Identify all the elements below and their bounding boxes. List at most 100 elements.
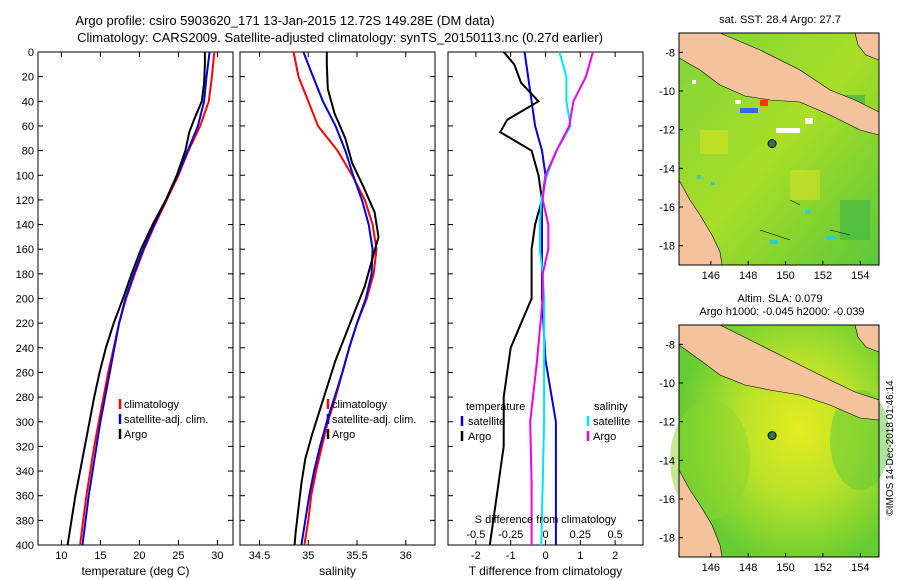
sla-map-subtitle: Argo h1000: -0.045 h2000: -0.039 [699,306,864,318]
map-y-tick-label: -12 [659,417,675,429]
y-tick-label: 100 [16,170,34,182]
temperature-panel: 10 15 20 25 30020406080100120140160180200220… [16,47,234,578]
legend-label: satellite-adj. clim. [124,414,208,426]
y-tick-label: 260 [16,367,34,379]
map-x-tick-label: 146 [702,562,720,574]
y-tick-label: 200 [16,294,34,306]
x-tick-label: 35.5 [346,550,367,562]
s-tick-label: -0.25 [498,529,523,541]
sst-map-land-png [678,32,880,136]
s-difference-label: S difference from climatology [475,514,617,526]
y-tick-label: 180 [16,269,34,281]
title-line-1: Argo profile: csiro 5903620_171 13-Jan-2… [75,13,494,28]
difference-panel: -2 -1 0 1 2 T difference from climatology temp… [447,51,644,578]
y-tick-label: 360 [16,491,34,503]
satellite-adj-clim--line [300,51,374,546]
y-tick-label: 240 [16,343,34,355]
satellite-adj-clim--line [81,51,211,546]
y-tick-label: 60 [22,121,34,133]
map-y-tick-label: -14 [659,163,675,175]
watermark: ©IMOS 14-Dec-2018 01:46:14 [885,380,896,516]
map-x-tick-label: 152 [814,562,832,574]
legend-label: climatology [332,399,388,411]
map-y-tick-label: -14 [659,455,675,467]
map-x-tick-label: 146 [702,270,720,282]
map-x-tick-label: 150 [776,562,794,574]
sla-map-argo-marker [767,431,777,441]
sst-map-reefs [759,199,851,241]
x-tick-label: 1 [577,550,583,562]
salinity-axes-frame [239,51,436,546]
x-tick-label: 20 [133,550,145,562]
legend-label: Argo [593,431,616,443]
s-tick-label: 0 [542,529,548,541]
y-tick-label: 280 [16,392,34,404]
difference-xlabel: T difference from climatology [469,564,623,578]
x-tick-label: 35 [302,550,314,562]
x-tick-label: 10 [55,550,67,562]
x-tick-label: 15 [94,550,106,562]
salinity-xlabel: salinity [319,564,356,578]
y-tick-label: 160 [16,244,34,256]
y-tick-label: 220 [16,318,34,330]
temperature-axes-frame [37,51,234,546]
sst-map-patches [692,60,870,244]
map-y-tick-label: -18 [659,241,675,253]
legend-label: Argo [124,429,147,441]
y-tick-label: 140 [16,220,34,232]
x-tick-label: 2 [612,550,618,562]
sla-map-ticks: 146 148 150 152 154 -8 -10 -12 -14 -16 -18 [659,339,869,574]
y-tick-label: 340 [16,466,34,478]
sla-map-frame [678,324,880,558]
profile-panels: 10 15 20 25 30020406080100120140160180200220… [16,47,644,578]
map-y-tick-label: -10 [659,86,675,98]
map-y-tick-label: -18 [659,533,675,545]
map-y-tick-label: -12 [659,125,675,137]
temperature-satellite-line [523,51,557,545]
map-y-tick-label: -16 [659,494,675,506]
y-tick-label: 120 [16,195,34,207]
map-y-tick-label: -10 [659,378,675,390]
y-tick-label: 320 [16,441,34,453]
legend-label: satellite [468,416,505,428]
map-x-tick-label: 152 [814,270,832,282]
sst-map-frame [678,32,880,266]
argo-line [293,52,380,546]
map-x-tick-label: 148 [739,562,757,574]
x-tick-label: 0 [542,550,548,562]
temperature-argo-line [488,51,544,546]
legend-title: salinity [594,401,628,413]
difference-axes-frame [447,51,644,546]
sst-map-argo-marker [767,139,777,149]
legend-label: satellite [593,416,630,428]
legend-label: climatology [124,399,180,411]
argo-line [66,52,206,546]
map-y-tick-label: -16 [659,202,675,214]
y-tick-label: 0 [28,47,34,59]
y-tick-label: 20 [22,72,34,84]
x-tick-label: 34.5 [249,550,270,562]
title-line-2: Climatology: CARS2009. Satellite-adjuste… [77,30,603,45]
legend-label: Argo [332,429,355,441]
x-tick-label: 25 [172,550,184,562]
salinity-panel: 34.5 35 35.5 36 salinity climatology satellite… [239,51,436,578]
x-tick-label: -2 [471,550,481,562]
climatology-line [79,51,216,546]
map-x-tick-label: 148 [739,270,757,282]
s-tick-label: 0.5 [607,529,622,541]
sst-map-title: sat. SST: 28.4 Argo: 27.7 [719,14,841,26]
legend-title: temperature [466,401,525,413]
sla-map-title: Altim. SLA: 0.079 [738,293,823,305]
map-x-tick-label: 150 [776,270,794,282]
y-tick-label: 400 [16,540,34,552]
s-tick-label: 0.25 [570,529,591,541]
sst-map-ticks: 146 148 150 152 154 -8 -10 -12 -14 -16 -18 [659,47,869,282]
sla-map: Altim. SLA: 0.079 Argo h1000: -0.045 h20… [659,293,890,574]
legend-label: Argo [468,431,491,443]
y-tick-label: 40 [22,96,34,108]
map-x-tick-label: 154 [851,270,869,282]
legend-label: satellite-adj. clim. [332,414,416,426]
y-tick-label: 380 [16,515,34,527]
map-y-tick-label: -8 [665,339,675,351]
